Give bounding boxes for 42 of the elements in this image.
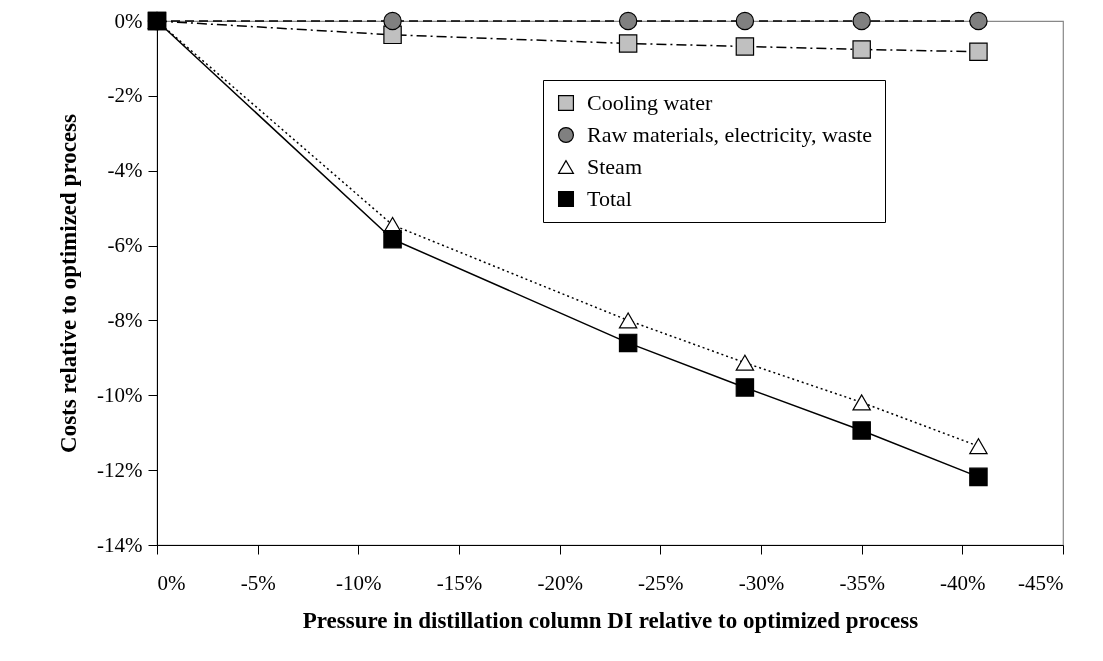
legend-label: Raw materials, electricity, waste	[587, 122, 873, 147]
y-tick-label: 0%	[114, 8, 143, 33]
y-tick-label: -6%	[107, 233, 143, 258]
x-tick-label: -5%	[240, 570, 276, 595]
point	[618, 333, 638, 353]
point	[969, 438, 988, 455]
y-tick-label: -12%	[97, 457, 143, 482]
point	[852, 421, 871, 440]
point	[969, 11, 988, 31]
point	[852, 394, 871, 411]
point	[383, 11, 402, 31]
point	[852, 11, 871, 31]
point	[969, 42, 988, 61]
x-tick-label: -20%	[537, 570, 583, 595]
y-tick-label: -14%	[97, 532, 143, 557]
x-tick-label: -35%	[839, 570, 885, 595]
point	[735, 354, 755, 371]
point	[735, 11, 755, 31]
legend-label: Total	[587, 186, 632, 211]
y-tick-label: -2%	[107, 83, 143, 108]
x-tick-label: -10%	[336, 570, 382, 595]
y-tick-label: -4%	[107, 158, 143, 183]
x-tick-label: -45%	[1018, 570, 1064, 595]
x-tick-label: -25%	[638, 570, 684, 595]
point	[383, 229, 402, 249]
point	[735, 378, 755, 397]
x-tick-label: -30%	[738, 570, 785, 595]
y-tick-label: -8%	[107, 307, 143, 332]
x-tick-label: 0%	[157, 570, 186, 595]
legend-label: Cooling water	[587, 90, 713, 115]
point	[618, 312, 638, 329]
point	[735, 37, 755, 56]
point	[618, 11, 638, 31]
point	[969, 467, 988, 487]
y-tick-label: -10%	[97, 382, 143, 407]
x-axis-title: Pressure in distillation column DI relative to optimized process	[302, 607, 919, 633]
x-tick-label: -15%	[436, 570, 483, 595]
point	[618, 34, 638, 53]
legend-label: Steam	[587, 154, 642, 179]
y-axis-title: Costs relative to optimized process	[56, 113, 82, 453]
x-tick-label: -40%	[940, 570, 986, 595]
point	[852, 40, 871, 59]
